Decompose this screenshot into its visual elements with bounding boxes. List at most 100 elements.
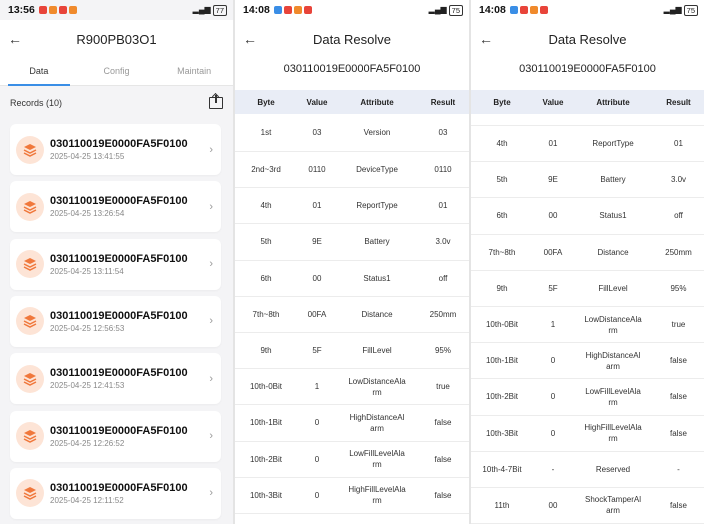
record-item[interactable]: 030110019E0000FA5F0100 2025-04-25 13:41:5… <box>10 124 221 175</box>
cell-value: 00FA <box>543 247 563 257</box>
table-row: 1st 03 Version 03 <box>235 114 469 152</box>
record-item[interactable]: 030110019E0000FA5F0100 2025-04-25 13:26:5… <box>10 181 221 233</box>
cell-byte: 10th-2Bit <box>485 392 519 402</box>
status-bar: 13:56 ▂▄▆ 77 <box>0 0 233 20</box>
table-row: 11th 00 ShockTamperAl arm false <box>471 488 704 524</box>
tab-bar: Data Config Maintain <box>0 58 233 86</box>
payload-code: 030110019E0000FA5F0100 <box>283 63 421 75</box>
cell-byte: 10th-2Bit <box>249 454 283 464</box>
back-arrow-icon[interactable]: ← <box>479 31 493 47</box>
record-list: 030110019E0000FA5F0100 2025-04-25 13:41:5… <box>0 124 233 524</box>
column-header-value: Value <box>306 97 328 107</box>
app-notification-icon <box>68 6 77 14</box>
layers-icon <box>16 422 44 450</box>
cell-result: false <box>434 454 452 464</box>
table-row: 7th~8th 00FA Distance 250mm <box>471 235 704 271</box>
system-status: ▂▄▆ 75 <box>429 4 463 16</box>
cell-attribute: LowDistanceAla rm <box>584 314 642 335</box>
record-time: 2025-04-25 13:11:54 <box>50 266 124 276</box>
battery-icon: 75 <box>448 4 463 16</box>
cell-byte: 4th <box>496 139 508 149</box>
chevron-right-icon: › <box>209 258 213 271</box>
cell-result: false <box>434 418 452 428</box>
app-notification-icon <box>539 6 548 14</box>
app-header: ← R900PB03O1 <box>0 20 233 58</box>
app-notification-icon <box>529 6 538 14</box>
app-notification-icon <box>38 6 47 14</box>
record-item[interactable]: 030110019E0000FA5F0100 2025-04-25 12:41:5… <box>10 353 221 405</box>
cell-value: 0 <box>314 490 320 500</box>
table-row: 5th 9E Battery 3.0v <box>471 162 704 199</box>
page-title: Data Resolve <box>548 31 627 47</box>
record-time: 2025-04-25 13:26:54 <box>50 209 125 219</box>
record-id: 030110019E0000FA5F0100 <box>50 309 188 322</box>
cell-attribute: HighFillLevelAla rm <box>584 423 642 444</box>
cell-value: 00 <box>548 211 558 221</box>
record-item[interactable]: 030110019E0000FA5F0100 2025-04-25 12:26:5… <box>10 410 221 462</box>
cell-value: 00 <box>312 273 322 283</box>
record-id: 030110019E0000FA5F0100 <box>50 424 188 437</box>
table-row: 9th 5F FillLevel 95% <box>235 333 469 370</box>
status-bar: 14:08 ▂▄▆ 75 <box>471 0 704 20</box>
cell-attribute: LowFillLevelAla rm <box>585 386 641 407</box>
cell-attribute: LowFillLevelAla rm <box>349 449 405 470</box>
cell-value: 03 <box>312 128 322 137</box>
records-count: Records (10) <box>10 98 63 108</box>
cell-result: 3.0v <box>670 175 687 185</box>
cell-value: 5F <box>312 346 322 356</box>
cell-result: 95% <box>434 346 451 356</box>
notification-icons <box>38 6 77 14</box>
cell-byte: 10th-3Bit <box>485 428 519 438</box>
system-status: ▂▄▆ 77 <box>193 4 227 16</box>
back-arrow-icon[interactable]: ← <box>8 31 22 47</box>
cell-result: 01 <box>674 139 683 149</box>
page-title: Data Resolve <box>312 31 392 47</box>
app-notification-icon <box>273 6 282 14</box>
cell-attribute: ShockTamperAl arm <box>584 495 642 516</box>
record-time: 2025-04-25 12:56:53 <box>50 323 125 333</box>
tab-config[interactable]: Config <box>103 66 130 76</box>
tab-data[interactable]: Data <box>0 58 78 86</box>
app-notification-icon <box>283 6 292 14</box>
table-row: 2nd~3rd 0110 DeviceType 0110 <box>235 152 469 189</box>
cell-value: 00 <box>548 500 558 510</box>
cell-attribute: DeviceType <box>356 165 398 175</box>
cell-result: - <box>677 464 680 474</box>
export-icon[interactable] <box>209 95 223 109</box>
cell-byte: 10th-0Bit <box>249 382 283 392</box>
resolve-table[interactable]: 4th 01 ReportType 01 5th 9E Battery 3.0v 6th 00 St… <box>471 114 704 524</box>
cell-value: 0 <box>314 454 320 464</box>
cell-byte: 10th-3Bit <box>249 490 283 500</box>
data-resolve-screen: 14:08 ▂▄▆ 75 ← Data Resolve 030110019E00… <box>235 0 469 524</box>
app-header: ← Data Resolve <box>471 20 704 58</box>
cell-result: 250mm <box>665 247 692 257</box>
cell-result: false <box>670 356 687 366</box>
layers-icon <box>16 135 44 164</box>
cell-attribute: LowDistanceAla rm <box>348 376 406 397</box>
cell-byte: 5th <box>260 237 272 247</box>
cell-value: 1 <box>550 320 556 330</box>
record-id: 030110019E0000FA5F0100 <box>50 252 188 265</box>
cell-result: false <box>434 490 452 500</box>
cell-value: 0 <box>314 418 320 428</box>
app-notification-icon <box>509 6 518 14</box>
status-bar: 14:08 ▂▄▆ 75 <box>235 0 469 20</box>
table-header: Byte Value Attribute Result <box>235 90 469 114</box>
record-item[interactable]: 030110019E0000FA5F0100 2025-04-25 13:11:5… <box>10 238 221 290</box>
table-row: 10th-1Bit 0 HighDistanceAl arm false <box>471 343 704 380</box>
record-id: 030110019E0000FA5F0100 <box>50 481 188 494</box>
table-row: 4th 01 ReportType 01 <box>471 126 704 163</box>
cell-byte: 4th <box>260 201 272 211</box>
cell-attribute: FillLevel <box>598 283 628 293</box>
record-item[interactable]: 030110019E0000FA5F0100 2025-04-25 12:56:5… <box>10 295 221 347</box>
cell-attribute: Version <box>363 128 391 137</box>
battery-icon: 77 <box>212 4 227 16</box>
record-item[interactable]: 030110019E0000FA5F0100 2025-04-25 12:11:5… <box>10 467 221 519</box>
scrolled-row-edge <box>471 114 704 126</box>
resolve-table[interactable]: 1st 03 Version 03 2nd~3rd 0110 DeviceType 0110 4… <box>235 114 469 524</box>
status-time: 13:56 <box>8 4 35 16</box>
tab-maintain[interactable]: Maintain <box>177 66 212 76</box>
cell-value: - <box>551 464 555 474</box>
data-resolve-screen-scrolled: 14:08 ▂▄▆ 75 ← Data Resolve 030110019E00… <box>471 0 704 524</box>
back-arrow-icon[interactable]: ← <box>243 31 257 47</box>
